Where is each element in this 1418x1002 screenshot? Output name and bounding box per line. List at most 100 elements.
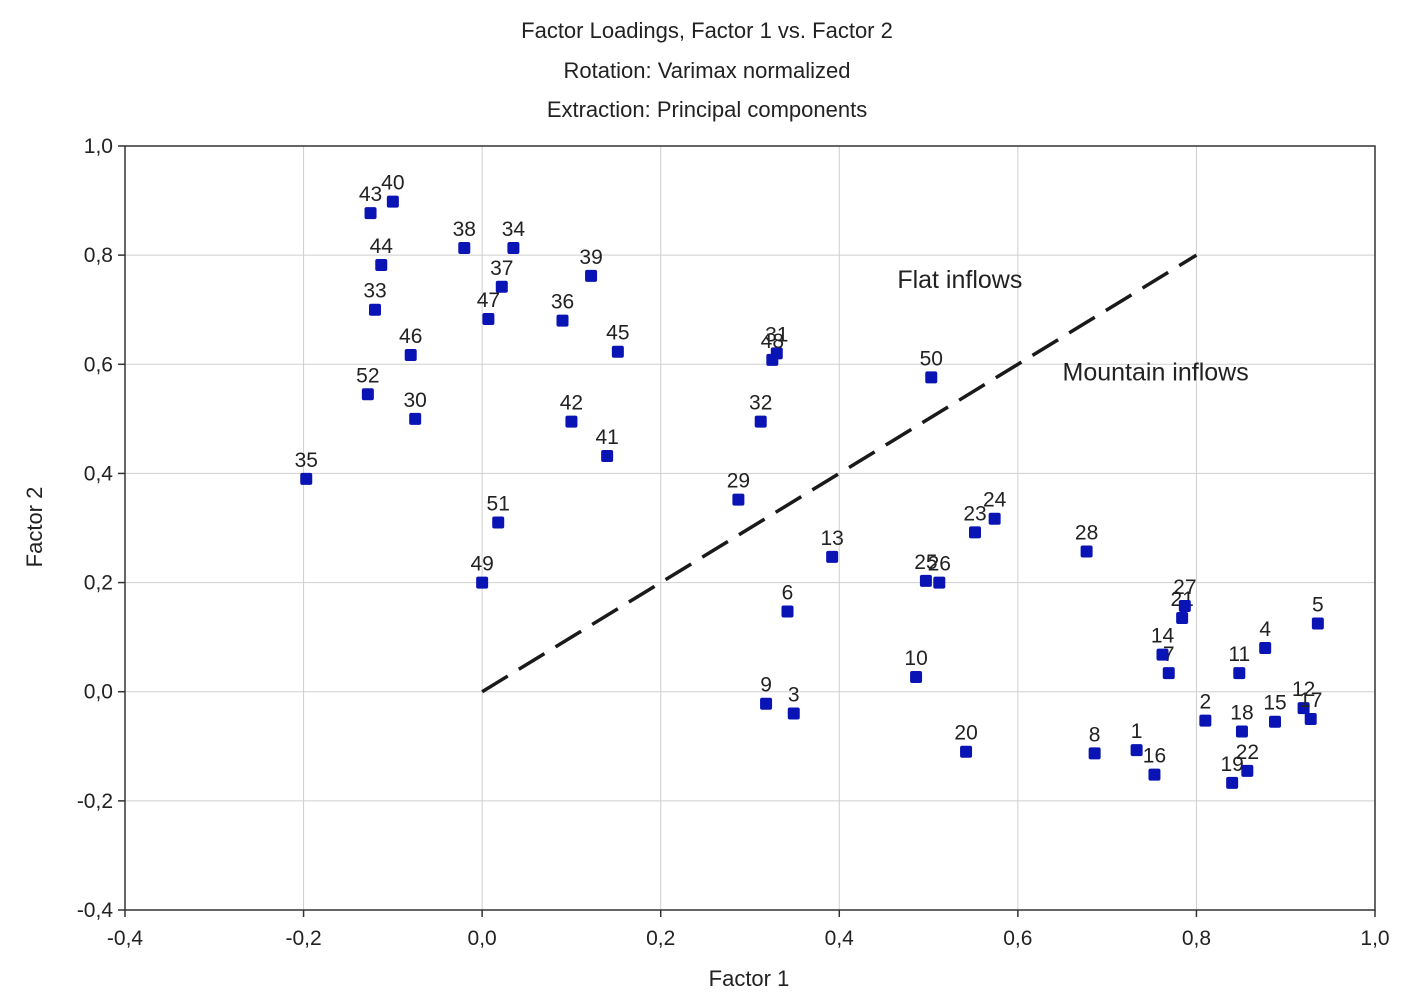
y-tick-label: 0,8 <box>84 244 113 267</box>
data-point-49 <box>476 576 489 589</box>
point-label-2: 2 <box>1200 691 1212 714</box>
data-point-22 <box>1241 764 1254 777</box>
point-label-12: 12 <box>1292 678 1315 701</box>
point-label-36: 36 <box>551 291 574 314</box>
point-label-46: 46 <box>399 325 422 348</box>
point-label-45: 45 <box>606 322 629 345</box>
data-point-37 <box>495 280 508 293</box>
data-point-39 <box>585 269 598 282</box>
x-tick-label: 1,0 <box>1360 927 1389 950</box>
annotation-mountain-inflows: Mountain inflows <box>1063 359 1249 387</box>
data-point-25 <box>919 574 932 587</box>
data-point-46 <box>404 349 417 362</box>
point-label-9: 9 <box>760 674 772 697</box>
data-point-9 <box>760 697 773 710</box>
chart-title: Factor Loadings, Factor 1 vs. Factor 2 <box>521 18 893 43</box>
chart-subtitle-rotation: Rotation: Varimax normalized <box>564 58 851 83</box>
point-label-30: 30 <box>403 389 426 412</box>
data-point-43 <box>364 207 377 220</box>
data-point-27 <box>1178 600 1191 613</box>
data-point-30 <box>409 412 422 425</box>
point-label-38: 38 <box>453 218 476 241</box>
data-point-8 <box>1088 747 1101 760</box>
y-axis-title: Factor 2 <box>22 487 47 568</box>
data-point-28 <box>1080 545 1093 558</box>
point-label-35: 35 <box>295 449 318 472</box>
grid-lines <box>125 146 1375 910</box>
point-label-13: 13 <box>820 527 843 550</box>
data-point-44 <box>375 258 388 271</box>
data-point-52 <box>361 388 374 401</box>
point-label-48: 48 <box>761 330 784 353</box>
point-label-34: 34 <box>502 218 526 241</box>
point-label-39: 39 <box>579 246 602 269</box>
point-label-40: 40 <box>381 172 404 195</box>
data-point-5 <box>1311 617 1324 630</box>
point-label-17: 17 <box>1299 689 1322 712</box>
y-tick-label: 0,2 <box>84 572 113 595</box>
data-point-18 <box>1235 725 1248 738</box>
data-point-38 <box>458 242 471 255</box>
y-tick-label: 1,0 <box>84 135 113 158</box>
axis-ticks: -0,4 -0,2 0,0 0,2 0,4 0,6 0,8 1,0 -0,4 -0,2 0,0 0,2… <box>77 135 1390 950</box>
point-label-6: 6 <box>782 581 794 604</box>
x-tick-label: -0,2 <box>285 927 321 950</box>
point-label-15: 15 <box>1263 692 1286 715</box>
x-tick-label: 0,8 <box>1182 927 1211 950</box>
data-point-32 <box>754 415 767 428</box>
y-tick-label: -0,2 <box>77 790 113 813</box>
point-label-16: 16 <box>1143 745 1166 768</box>
point-label-7: 7 <box>1163 643 1175 666</box>
data-point-17 <box>1304 713 1317 725</box>
data-point-41 <box>601 449 614 462</box>
x-tick-label: 0,0 <box>468 927 497 950</box>
point-label-32: 32 <box>749 392 772 415</box>
data-point-50 <box>925 371 938 384</box>
data-point-14 <box>1156 648 1169 661</box>
point-label-43: 43 <box>359 183 382 206</box>
data-point-12 <box>1297 702 1310 715</box>
data-point-36 <box>556 314 569 327</box>
point-label-44: 44 <box>370 235 394 258</box>
data-point-13 <box>826 550 839 563</box>
data-point-7 <box>1162 667 1175 680</box>
data-point-6 <box>781 605 794 618</box>
data-point-35 <box>300 472 313 485</box>
data-point-29 <box>732 493 745 506</box>
point-label-50: 50 <box>920 347 943 370</box>
data-point-48 <box>766 353 779 366</box>
point-label-26: 26 <box>928 553 951 576</box>
point-label-19: 19 <box>1220 753 1243 776</box>
data-point-33 <box>369 303 381 316</box>
point-label-5: 5 <box>1312 594 1324 617</box>
point-label-27: 27 <box>1173 576 1196 599</box>
annotation-flat-inflows: Flat inflows <box>897 266 1022 294</box>
x-tick-label: 0,4 <box>825 927 855 950</box>
data-point-23 <box>969 526 981 539</box>
point-label-14: 14 <box>1151 625 1175 648</box>
point-label-33: 33 <box>363 280 386 303</box>
point-label-23: 23 <box>963 502 986 525</box>
point-label-29: 29 <box>727 470 750 493</box>
point-label-41: 41 <box>595 426 618 449</box>
data-point-10 <box>910 670 923 683</box>
data-point-2 <box>1199 714 1212 727</box>
point-label-51: 51 <box>487 493 510 516</box>
y-tick-label: 0,4 <box>84 462 114 485</box>
data-point-45 <box>611 345 624 358</box>
data-point-11 <box>1233 667 1246 680</box>
data-point-51 <box>492 516 505 529</box>
point-label-31: 31 <box>765 323 788 346</box>
data-point-4 <box>1259 642 1272 655</box>
point-label-4: 4 <box>1259 618 1271 641</box>
divider-dashed-line <box>481 253 1198 694</box>
data-point-26 <box>933 576 946 589</box>
point-label-3: 3 <box>788 684 800 707</box>
x-tick-label: 0,6 <box>1003 927 1032 950</box>
data-point-21 <box>1176 612 1189 625</box>
data-point-3 <box>787 707 800 720</box>
point-label-24: 24 <box>983 489 1007 512</box>
